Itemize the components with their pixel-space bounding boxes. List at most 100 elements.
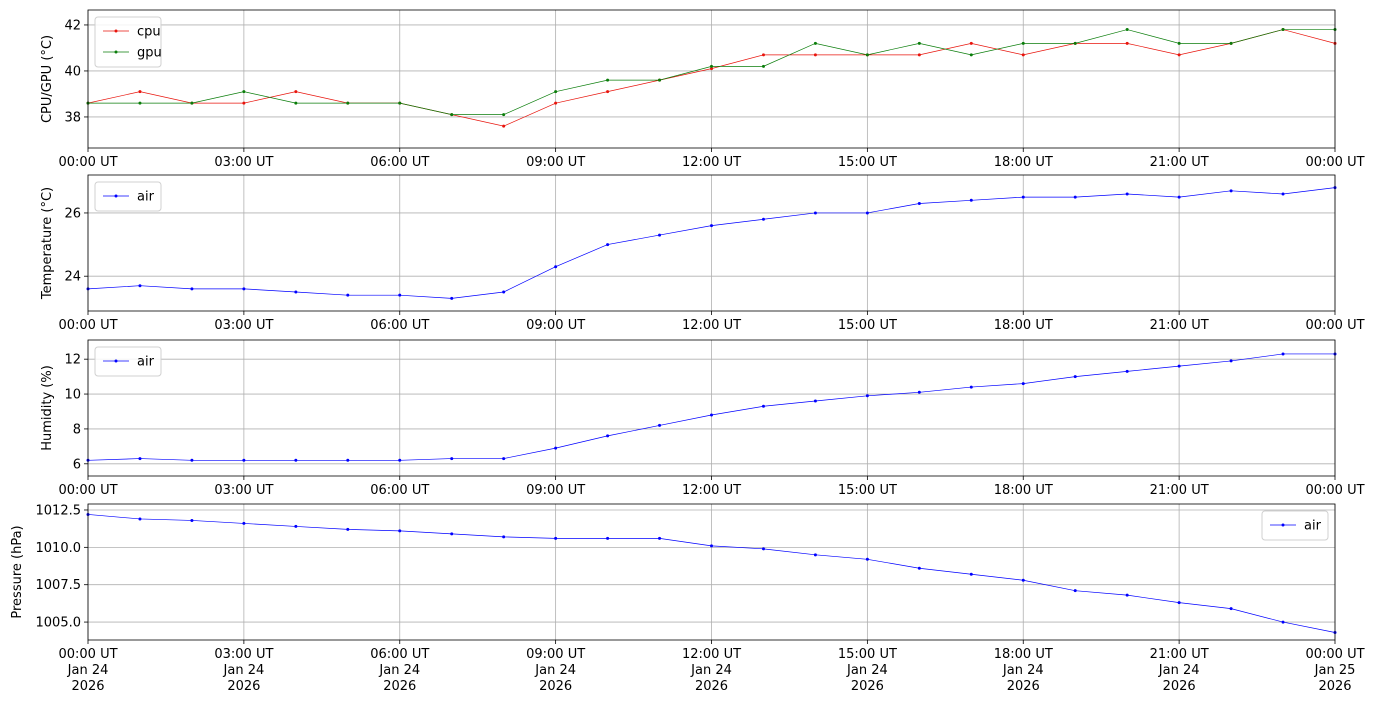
data-point <box>190 287 194 291</box>
x-tick-label: 21:00 UT <box>1150 318 1209 333</box>
data-point <box>502 535 506 539</box>
x-tick-label: 00:00 UT <box>58 483 117 498</box>
data-point <box>1125 593 1129 597</box>
y-tick-label: 40 <box>64 64 81 79</box>
data-point <box>1073 195 1077 199</box>
data-point <box>1125 192 1129 196</box>
y-tick-label: 42 <box>64 18 81 33</box>
data-point <box>1177 53 1181 57</box>
legend-marker <box>114 359 118 363</box>
data-point <box>1281 352 1285 356</box>
x-tick-label: Jan 24 <box>223 663 265 678</box>
data-point <box>1229 607 1233 611</box>
data-point <box>294 290 298 294</box>
data-point <box>710 64 713 68</box>
x-tick-label: 18:00 UT <box>994 318 1053 333</box>
data-point <box>138 90 142 94</box>
data-point <box>294 90 298 94</box>
data-point <box>658 233 662 237</box>
axes-frame <box>87 174 1336 312</box>
axes-frame <box>87 503 1336 641</box>
x-tick-label: 06:00 UT <box>370 647 429 662</box>
data-point <box>138 101 142 105</box>
data-point <box>398 293 402 297</box>
data-point <box>242 90 246 94</box>
y-axis-label: Humidity (%) <box>40 365 55 451</box>
subplot: 00:00 UT 03:00 UT 06:00 UT 09:00 UT 12:00 UT… <box>40 339 1365 498</box>
x-tick-label: 15:00 UT <box>838 155 897 170</box>
data-point <box>242 101 246 105</box>
data-point <box>761 547 765 551</box>
data-point <box>242 287 246 291</box>
data-point <box>502 113 506 117</box>
x-tick-label: 15:00 UT <box>838 318 897 333</box>
data-point <box>1229 41 1233 45</box>
data-point <box>969 53 973 57</box>
data-point <box>1073 589 1077 593</box>
y-tick-label: 1010.0 <box>36 541 82 556</box>
x-tick-label: 03:00 UT <box>214 483 273 498</box>
data-point <box>398 529 402 533</box>
x-tick-label: 2026 <box>71 679 104 694</box>
data-point <box>294 524 298 528</box>
data-point <box>190 458 194 462</box>
data-point <box>865 394 869 398</box>
x-tick-label: 12:00 UT <box>682 318 741 333</box>
data-point <box>1073 41 1077 45</box>
data-point <box>1125 41 1129 45</box>
legend-label: air <box>137 190 155 205</box>
x-tick-label: 2026 <box>695 679 728 694</box>
data-point <box>1021 578 1025 582</box>
data-point <box>398 458 402 462</box>
x-tick-label: 00:00 UT <box>1305 155 1364 170</box>
x-tick-label: 2026 <box>383 679 416 694</box>
data-point <box>554 101 558 105</box>
x-tick-label: 12:00 UT <box>682 647 741 662</box>
data-point <box>710 67 713 71</box>
data-point <box>138 517 142 521</box>
x-tick-label: 09:00 UT <box>526 647 585 662</box>
data-point <box>190 101 194 105</box>
x-tick-label: 00:00 UT <box>1305 483 1364 498</box>
x-tick-label: 15:00 UT <box>838 647 897 662</box>
x-tick-label: Jan 24 <box>1158 663 1200 678</box>
data-point <box>1281 620 1285 624</box>
data-point <box>658 78 662 82</box>
x-tick-label: 00:00 UT <box>1305 318 1364 333</box>
x-tick-label: 03:00 UT <box>214 647 273 662</box>
data-point <box>138 457 142 461</box>
data-point <box>917 390 921 394</box>
x-tick-label: 21:00 UT <box>1150 483 1209 498</box>
y-tick-label: 26 <box>64 206 81 221</box>
x-tick-label: 21:00 UT <box>1150 155 1209 170</box>
y-axis-label: Temperature (°C) <box>40 187 55 300</box>
legend-label: air <box>1304 519 1322 534</box>
data-point <box>1229 189 1233 193</box>
x-tick-label: 09:00 UT <box>526 483 585 498</box>
x-tick-label: 03:00 UT <box>214 318 273 333</box>
x-tick-label: 2026 <box>1318 679 1351 694</box>
x-tick-label: Jan 24 <box>534 663 576 678</box>
legend-box <box>94 16 162 68</box>
data-point <box>502 124 506 128</box>
data-point <box>813 211 817 215</box>
y-tick-label: 6 <box>73 457 81 472</box>
data-point <box>969 41 973 45</box>
subplot: 00:00 UT 03:00 UT 06:00 UT 09:00 UT 12:00 UT… <box>40 174 1365 333</box>
data-point <box>502 290 506 294</box>
data-point <box>969 572 973 576</box>
x-tick-label: Jan 25 <box>1314 663 1356 678</box>
data-point <box>658 423 662 427</box>
x-tick-label: 18:00 UT <box>994 155 1053 170</box>
data-point <box>294 458 298 462</box>
data-point <box>813 41 817 45</box>
x-tick-label: 06:00 UT <box>370 155 429 170</box>
data-point <box>710 413 713 417</box>
data-point <box>969 198 973 202</box>
data-point <box>346 458 350 462</box>
data-point <box>450 532 454 536</box>
data-point <box>917 566 921 570</box>
data-point <box>1021 382 1025 386</box>
y-tick-label: 12 <box>64 353 81 368</box>
